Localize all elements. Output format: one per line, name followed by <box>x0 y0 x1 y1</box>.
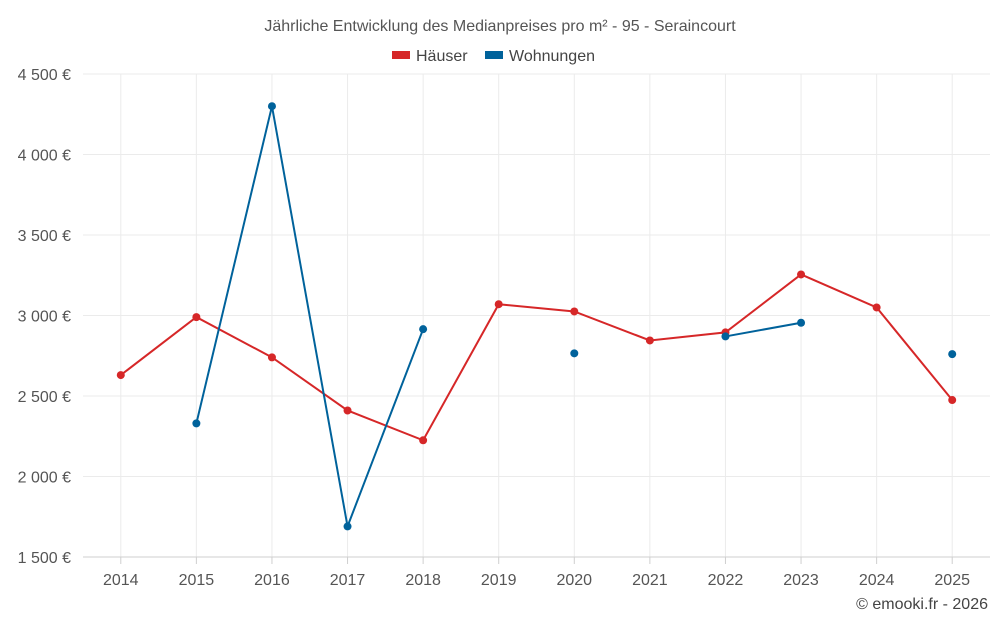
legend: Häuser Wohnungen <box>392 48 595 65</box>
data-point-haeuser-2014[interactable] <box>116 371 125 380</box>
series-line-wohnungen <box>725 321 802 338</box>
series-line-wohnungen <box>195 105 425 531</box>
x-tick-label: 2014 <box>103 572 139 589</box>
y-tick-label: 2 000 € <box>18 470 71 487</box>
legend-label-haeuser: Häuser <box>416 48 468 65</box>
y-tick-label: 2 500 € <box>18 389 71 406</box>
y-tick-label: 1 500 € <box>18 550 71 567</box>
data-point-haeuser-2025[interactable] <box>948 396 957 405</box>
data-point-haeuser-2018[interactable] <box>419 436 428 445</box>
data-point-haeuser-2017[interactable] <box>343 406 352 415</box>
series <box>116 102 957 531</box>
data-point-haeuser-2015[interactable] <box>192 313 201 322</box>
data-point-haeuser-2019[interactable] <box>494 300 503 309</box>
x-tick-label: 2015 <box>179 572 215 589</box>
data-point-wohnungen-2020[interactable] <box>570 349 579 358</box>
y-tick-label: 4 000 € <box>18 148 71 165</box>
x-tick-label: 2017 <box>330 572 366 589</box>
data-point-wohnungen-2018[interactable] <box>419 325 428 334</box>
data-point-wohnungen-2025[interactable] <box>948 350 957 359</box>
data-point-wohnungen-2023[interactable] <box>797 318 806 327</box>
data-point-haeuser-2024[interactable] <box>872 303 881 312</box>
x-tick-label: 2021 <box>632 572 668 589</box>
data-point-haeuser-2020[interactable] <box>570 307 579 316</box>
legend-label-wohnungen: Wohnungen <box>509 48 595 65</box>
y-tick-label: 4 500 € <box>18 67 71 84</box>
legend-item-wohnungen[interactable]: Wohnungen <box>485 48 595 65</box>
x-tick-label: 2020 <box>556 572 592 589</box>
legend-swatch-haeuser <box>392 51 410 59</box>
data-point-haeuser-2021[interactable] <box>645 336 654 345</box>
x-tick-label: 2018 <box>405 572 441 589</box>
legend-swatch-wohnungen <box>485 51 503 59</box>
x-tick-label: 2025 <box>934 572 970 589</box>
data-point-wohnungen-2016[interactable] <box>267 102 276 111</box>
data-point-wohnungen-2015[interactable] <box>192 419 201 428</box>
x-tick-label: 2023 <box>783 572 819 589</box>
y-tick-label: 3 500 € <box>18 228 71 245</box>
legend-item-haeuser[interactable]: Häuser <box>392 48 468 65</box>
chart-title: Jährliche Entwicklung des Medianpreises … <box>264 18 736 35</box>
x-tick-label: 2024 <box>859 572 895 589</box>
series-line-haeuser <box>120 273 953 442</box>
axes: 1 500 € 2 000 € 2 500 € 3 000 € 3 500 € 4 000… <box>18 67 990 589</box>
data-point-haeuser-2023[interactable] <box>797 270 806 279</box>
data-point-wohnungen-2017[interactable] <box>343 522 352 531</box>
y-tick-label: 3 000 € <box>18 309 71 326</box>
x-tick-label: 2022 <box>708 572 744 589</box>
data-point-haeuser-2016[interactable] <box>267 353 276 362</box>
grid <box>83 73 990 557</box>
credit-text: © emooki.fr - 2026 <box>856 596 988 613</box>
x-tick-label: 2016 <box>254 572 290 589</box>
data-point-wohnungen-2022[interactable] <box>721 332 730 341</box>
x-tick-label: 2019 <box>481 572 517 589</box>
